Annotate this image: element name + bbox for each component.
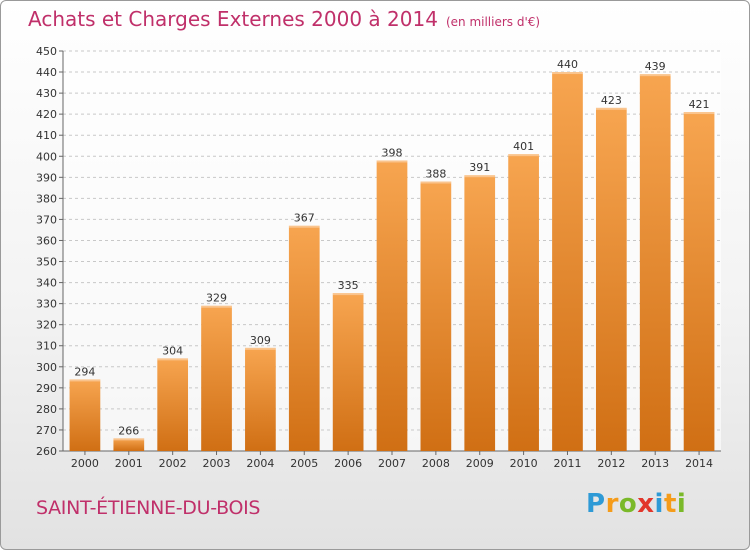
x-tick-label: 2001 [115,457,143,470]
y-tick-label: 270 [36,424,57,437]
logo-letter: P [586,489,606,519]
logo-letter: i [654,489,664,519]
bar-value-label: 439 [645,60,666,73]
y-tick-label: 260 [36,445,57,458]
bar-highlight [376,160,408,163]
bar-value-label: 309 [250,334,271,347]
bar-value-label: 335 [338,279,359,292]
bar [683,112,715,451]
bar [332,293,364,451]
bar-highlight [420,181,452,184]
x-tick-label: 2013 [641,457,669,470]
bar-highlight [552,72,583,75]
y-tick-label: 430 [36,87,57,100]
bar-value-label: 421 [689,98,710,111]
bar [464,175,496,452]
y-tick-label: 320 [36,319,57,332]
y-tick-label: 290 [36,382,57,395]
bar [595,107,627,451]
y-tick-label: 390 [36,171,57,184]
bar-highlight [683,112,715,115]
bar-value-label: 401 [513,140,534,153]
bar-highlight [157,358,189,361]
y-tick-label: 340 [36,277,57,290]
logo-letter: o [618,489,638,519]
bar-value-label: 440 [557,58,578,71]
y-tick-label: 280 [36,403,57,416]
x-tick-label: 2007 [378,457,406,470]
y-tick-label: 440 [36,66,57,79]
bar-value-label: 294 [74,365,95,378]
bar [69,379,101,451]
bar-value-label: 388 [425,168,446,181]
x-tick-label: 2010 [510,457,538,470]
x-tick-label: 2009 [466,457,494,470]
y-tick-label: 380 [36,192,57,205]
bar-value-label: 367 [294,212,315,225]
logo-letter: t [663,489,677,519]
chart-title-text: Achats et Charges Externes 2000 à 2014 [28,7,438,31]
bar-highlight [69,379,101,382]
bar [376,160,408,451]
bar-highlight [201,305,232,308]
x-tick-label: 2008 [422,457,450,470]
x-tick-label: 2014 [685,457,713,470]
y-tick-label: 410 [36,129,57,142]
y-tick-label: 370 [36,213,57,226]
x-tick-label: 2004 [246,457,274,470]
y-tick-label: 450 [36,45,57,58]
bar-highlight [508,154,539,157]
bar-highlight [464,175,496,178]
bar-highlight [245,347,276,350]
x-tick-label: 2011 [553,457,581,470]
x-tick-label: 2006 [334,457,362,470]
bar-value-label: 266 [118,424,139,437]
bar-value-label: 304 [162,344,183,357]
logo-letter: x [637,489,655,519]
y-tick-label: 330 [36,298,57,311]
chart-title: Achats et Charges Externes 2000 à 2014 (e… [28,7,540,31]
bar-highlight [595,107,627,110]
bar-value-label: 423 [601,94,622,107]
town-name: SAINT-ÉTIENNE-DU-BOIS [36,497,261,519]
y-tick-label: 400 [36,150,57,163]
bar [157,358,189,451]
bar-highlight [113,438,145,441]
y-tick-label: 360 [36,234,57,247]
bar-value-label: 398 [382,146,403,159]
logo-letter: r [605,489,619,519]
bar-highlight [639,74,671,77]
x-tick-label: 2003 [203,457,231,470]
proxiti-logo: Proxiti [586,489,686,519]
bar [113,438,145,451]
bar [552,72,583,451]
bar [201,305,232,451]
x-tick-label: 2000 [71,457,99,470]
chart-unit: (en milliers d'€) [445,15,541,29]
bar [639,74,671,451]
x-tick-label: 2005 [290,457,318,470]
x-tick-label: 2012 [597,457,625,470]
x-tick-label: 2002 [159,457,187,470]
bar-value-label: 329 [206,292,227,305]
bar [245,347,276,451]
y-tick-label: 350 [36,256,57,269]
bar [508,154,539,451]
logo-letter: i [676,489,687,519]
y-tick-label: 300 [36,361,57,374]
bar-highlight [288,225,320,228]
bar-highlight [332,293,364,296]
y-tick-label: 420 [36,108,57,121]
bar-value-label: 391 [469,161,490,174]
bar [288,225,320,451]
bar [420,181,452,452]
y-tick-label: 310 [36,340,57,353]
